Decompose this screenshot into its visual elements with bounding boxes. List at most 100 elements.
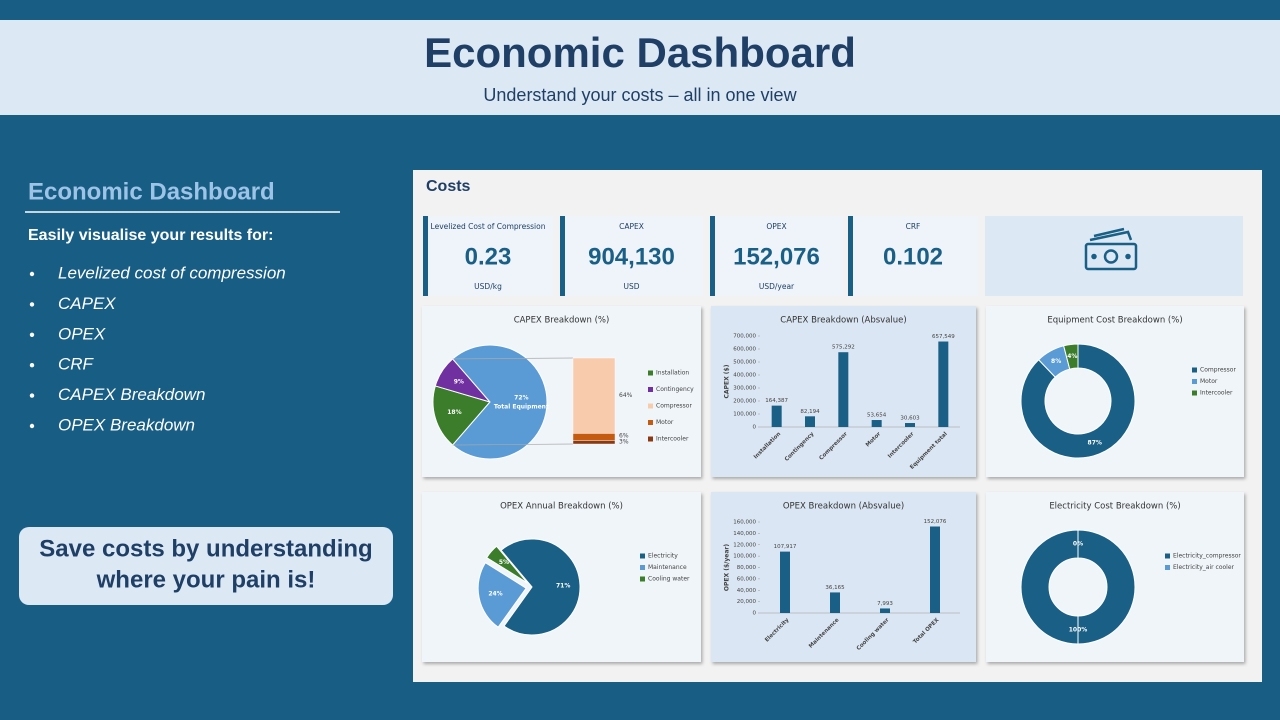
kpi-value: 904,130: [588, 243, 675, 270]
pie-slice: [486, 545, 528, 584]
y-tick-label: 20,000: [737, 599, 757, 605]
legend-label: Compressor: [1200, 367, 1236, 374]
kpi-label: OPEX: [766, 222, 786, 231]
doughnut-segment: [1063, 343, 1079, 370]
legend-label: Electricity: [648, 553, 678, 560]
bar-value-label: 657,549: [932, 334, 955, 340]
bullet-dot: [29, 302, 35, 307]
header-title: Economic Dashboard: [424, 29, 856, 76]
y-tick-label: 100,000: [733, 554, 756, 560]
panel-title: Costs: [426, 178, 471, 195]
doughnut-segment: [1020, 343, 1136, 459]
segment-label: 6%: [619, 433, 629, 440]
bar: [938, 341, 949, 427]
stack-segment: [572, 433, 616, 441]
kpi-row: Levelized Cost of Compression 0.23 USD/kg C…: [423, 216, 978, 296]
stack-segment: [572, 357, 616, 434]
y-tick-label: 120,000: [733, 542, 756, 548]
y-tick-label: 300,000: [733, 386, 756, 392]
header-subtitle: Understand your costs – all in one view: [483, 85, 797, 105]
legend-label: Cooling water: [648, 576, 690, 583]
bullet-text: CAPEX Breakdown: [58, 385, 205, 404]
segment-label: 3%: [619, 439, 629, 446]
bullet-dot: [29, 423, 35, 429]
bullet-text: OPEX: [58, 324, 106, 343]
y-tick-label: 40,000: [737, 588, 757, 594]
kpi-accent: [423, 216, 428, 296]
legend-label: Installation: [656, 370, 689, 377]
kpi-label: CAPEX: [619, 222, 644, 231]
charts: CAPEX Breakdown (%) 18% 9% 72% Total Equipme…: [422, 306, 1244, 662]
slice-label: 9%: [454, 378, 464, 385]
segment-label: 64%: [619, 392, 633, 399]
money-icon: [1084, 227, 1138, 271]
kpi-card: [423, 216, 553, 296]
bullet-text: Levelized cost of compression: [58, 263, 286, 282]
pie-slice: [432, 385, 491, 446]
legend-swatch: [648, 436, 653, 442]
bar: [830, 592, 840, 613]
chart-title: Electricity Cost Breakdown (%): [1049, 502, 1180, 512]
y-tick-label: 160,000: [733, 520, 756, 526]
bar: [805, 416, 815, 427]
slice-label: 100%: [1069, 627, 1088, 634]
y-tick-label: 0: [753, 611, 757, 617]
bullet-text: OPEX Breakdown: [58, 415, 195, 434]
bullet-list: Levelized cost of compression CAPEX OPEX CR…: [29, 263, 286, 434]
kpi-label: Levelized Cost of Compression: [431, 222, 546, 231]
legend-label: Contingency: [656, 386, 694, 393]
kpi-label: CRF: [906, 222, 921, 231]
slice-label: 18%: [447, 409, 461, 416]
kpi-value: 0.102: [883, 243, 943, 270]
legend-swatch: [640, 565, 645, 570]
y-tick-label: 200,000: [733, 399, 756, 405]
connector: [452, 443, 574, 446]
legend-label: Intercooler: [1200, 390, 1233, 397]
legend-label: Intercooler: [656, 436, 689, 443]
slice-label: Total Equipment: [494, 404, 549, 411]
chart-title: OPEX Annual Breakdown (%): [500, 502, 623, 512]
slice-label: 5%: [499, 559, 509, 566]
legend-label: Motor: [1200, 378, 1218, 385]
slice-label: 72%: [514, 395, 528, 402]
kpi-accent: [848, 216, 853, 296]
legend-label: Maintenance: [648, 564, 687, 571]
legend-swatch: [648, 387, 653, 392]
pie-slice: [500, 538, 581, 636]
bar: [771, 405, 782, 427]
legend-swatch: [1192, 390, 1197, 396]
y-tick-label: 600,000: [733, 347, 756, 353]
bullet-dot: [29, 363, 35, 368]
bullet-text: CAPEX: [58, 294, 116, 313]
callout-line: Save costs by understanding: [39, 535, 372, 562]
icon-card: [985, 216, 1243, 296]
legend-swatch: [1192, 367, 1197, 373]
sidebar-intro: Easily visualise your results for:: [28, 227, 273, 244]
pie-slice: [451, 344, 548, 460]
legend-swatch: [1165, 553, 1170, 559]
kpi-card: [710, 216, 843, 296]
slice-label: 24%: [488, 591, 502, 598]
bar: [880, 608, 890, 613]
bar-value-label: 575,292: [832, 345, 855, 351]
callout-box: [19, 527, 393, 605]
callout-line: where your pain is!: [96, 566, 316, 593]
kpi-unit: USD/year: [759, 282, 795, 291]
legend-swatch: [648, 370, 653, 376]
connector: [452, 357, 574, 360]
chart-title: Equipment Cost Breakdown (%): [1047, 316, 1182, 326]
bar-value-label: 164,387: [765, 398, 788, 404]
bar-value-label: 152,076: [924, 519, 947, 525]
slice-label: 0%: [1073, 541, 1083, 548]
chart-title: OPEX Breakdown (Absvalue): [783, 502, 904, 512]
kpi-value: 152,076: [733, 243, 820, 270]
legend-label: Compressor: [656, 403, 692, 410]
chart-title: CAPEX Breakdown (Absvalue): [780, 316, 906, 326]
y-tick-label: 60,000: [737, 576, 757, 582]
y-tick-label: 500,000: [733, 360, 756, 366]
legend-swatch: [640, 576, 645, 582]
slice-label: 4%: [1067, 353, 1077, 360]
kpi-unit: USD/kg: [474, 282, 502, 291]
